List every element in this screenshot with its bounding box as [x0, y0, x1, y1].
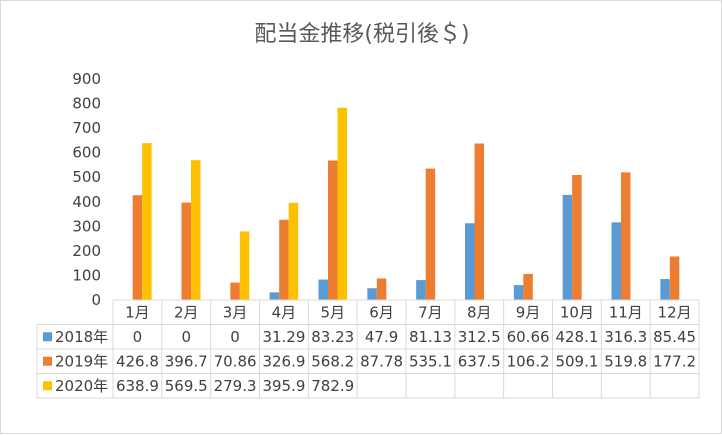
data-table: 1月 2月 3月 4月 5月 6月 7月 8月 9月 10月 11月 12月 2018年 0 0 0 31.29…	[36, 299, 700, 399]
y-tick-label: 800	[72, 95, 101, 113]
bar-2019年-11月	[621, 172, 631, 300]
data-label: 428.1	[555, 328, 598, 346]
bar-2019年-2月	[181, 202, 191, 300]
bar-2018年-9月	[513, 285, 524, 300]
data-label: 31.29	[262, 328, 305, 346]
y-tick-label: 500	[72, 168, 101, 186]
bar-2018年-6月	[367, 288, 377, 300]
bar-2018年-5月	[318, 279, 328, 300]
data-label: 60.66	[507, 328, 550, 346]
data-label: 312.5	[458, 328, 501, 346]
data-label: 535.1	[409, 352, 452, 370]
data-label: 0	[230, 328, 240, 346]
data-label: 0	[181, 328, 191, 346]
bar-2018年-8月	[465, 223, 475, 300]
bar-2019年-3月	[230, 282, 240, 300]
bar-2020年-1月	[142, 143, 152, 300]
data-label: 0	[133, 328, 143, 346]
x-tick-label: 12月	[658, 303, 692, 321]
bar-2019年-12月	[669, 256, 680, 300]
bar-2019年-10月	[572, 174, 582, 300]
y-tick-label: 900	[72, 70, 101, 88]
x-tick-label: 6月	[369, 303, 394, 321]
bar-2019年-8月	[474, 143, 484, 300]
data-label: 637.5	[458, 352, 501, 370]
data-label: 85.45	[653, 328, 696, 346]
bar-2018年-10月	[562, 194, 573, 300]
x-tick-label: 9月	[516, 303, 541, 321]
data-label: 568.2	[311, 352, 354, 370]
legend-key-2020年	[43, 381, 52, 391]
legend-key-2019年	[43, 356, 52, 366]
y-tick-label: 400	[72, 193, 101, 211]
x-tick-label: 4月	[272, 303, 297, 321]
bar-2019年-7月	[425, 168, 436, 300]
data-label: 177.2	[653, 352, 696, 370]
data-label: 326.9	[262, 352, 305, 370]
legend-label: 2019年	[55, 352, 108, 370]
bar-2020年-5月	[337, 107, 347, 300]
chart-title: 配当金推移(税引後＄)	[254, 22, 469, 47]
y-tick-label: 300	[72, 217, 101, 235]
y-tick-label: 200	[72, 242, 101, 260]
bar-2018年-12月	[660, 279, 670, 300]
bar-2019年-1月	[132, 195, 143, 300]
bar-2020年-4月	[288, 202, 299, 300]
data-label: 83.23	[311, 328, 354, 346]
data-label: 519.8	[604, 352, 647, 370]
y-tick-label: 100	[72, 266, 101, 284]
data-label: 395.9	[262, 377, 305, 395]
data-label: 426.8	[116, 352, 159, 370]
x-tick-label: 2月	[174, 303, 199, 321]
data-label: 396.7	[165, 352, 208, 370]
y-tick-label: 600	[72, 144, 101, 162]
bar-2020年-2月	[191, 160, 201, 300]
x-tick-label: 8月	[467, 303, 492, 321]
data-label: 81.13	[409, 328, 452, 346]
data-label: 279.3	[214, 377, 257, 395]
legend-label: 2020年	[55, 377, 108, 395]
bar-2020年-3月	[239, 231, 250, 300]
data-label: 106.2	[507, 352, 550, 370]
data-label: 316.3	[604, 328, 647, 346]
y-tick-label: 700	[72, 119, 101, 137]
data-label: 569.5	[165, 377, 208, 395]
y-tick-label: 0	[91, 291, 101, 309]
x-tick-label: 3月	[223, 303, 248, 321]
bar-2019年-4月	[279, 219, 289, 300]
bar-2018年-11月	[611, 222, 621, 300]
data-label: 509.1	[555, 352, 598, 370]
x-tick-label: 1月	[125, 303, 150, 321]
x-tick-label: 7月	[418, 303, 443, 321]
bar-2019年-9月	[523, 273, 533, 300]
legend-label: 2018年	[55, 328, 108, 346]
x-tick-label: 10月	[560, 303, 594, 321]
bar-2019年-6月	[376, 278, 387, 300]
bar-2019年-5月	[328, 160, 338, 300]
x-tick-label: 5月	[320, 303, 345, 321]
data-label: 70.86	[214, 352, 257, 370]
data-label: 782.9	[311, 377, 354, 395]
y-axis: 0 100 200 300 400 500 600 700 800 900	[72, 70, 101, 309]
bar-2018年-7月	[416, 280, 426, 300]
legend-key-2018年	[43, 332, 52, 342]
data-label: 638.9	[116, 377, 159, 395]
data-label: 87.78	[360, 352, 403, 370]
bar-2018年-4月	[269, 292, 280, 300]
bars	[132, 107, 680, 300]
x-tick-label: 11月	[609, 303, 643, 321]
data-label: 47.9	[365, 328, 398, 346]
